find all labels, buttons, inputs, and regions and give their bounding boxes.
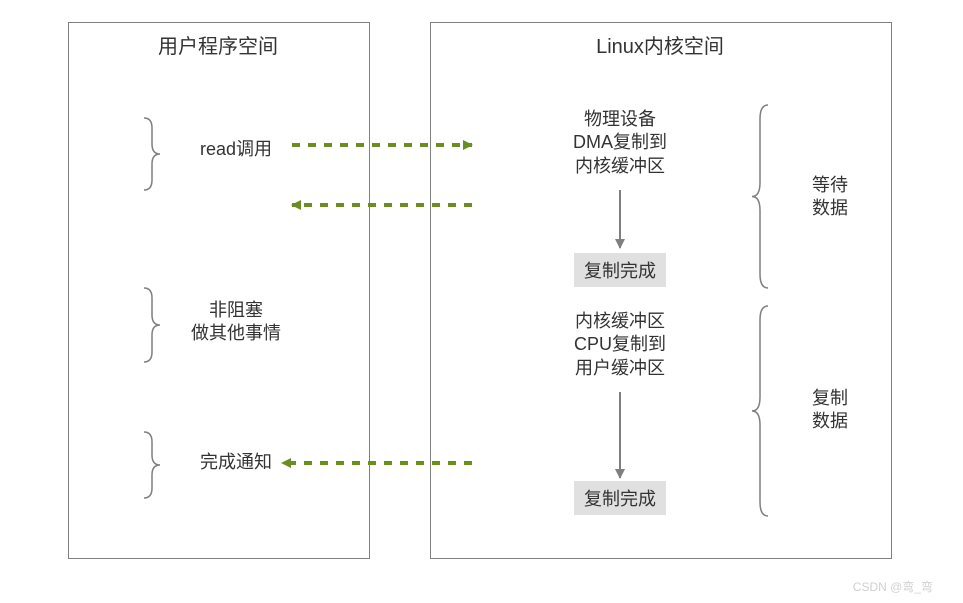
stage-0-brace-label: 等待 数据 [812,174,848,221]
kernel-space-box [430,22,892,559]
left-item-2-label: 完成通知 [200,451,272,474]
stage-1-status: 复制完成 [574,481,666,515]
stage-0-label: 物理设备 DMA复制到 内核缓冲区 [573,108,667,178]
stage-1-brace-label: 复制 数据 [812,387,848,434]
kernel-space-title: Linux内核空间 [430,30,890,59]
watermark: CSDN @弯_弯 [853,578,933,595]
left-item-0-label: read调用 [200,138,272,161]
diagram-canvas: 用户程序空间 Linux内核空间 read调用 非阻塞 做其他事情 完成通知 物… [0,0,963,603]
stage-1-label: 内核缓冲区 CPU复制到 用户缓冲区 [574,310,666,380]
stage-0-status: 复制完成 [574,253,666,287]
left-item-1-label: 非阻塞 做其他事情 [191,299,281,346]
user-space-title: 用户程序空间 [68,30,368,59]
user-space-box [68,22,370,559]
